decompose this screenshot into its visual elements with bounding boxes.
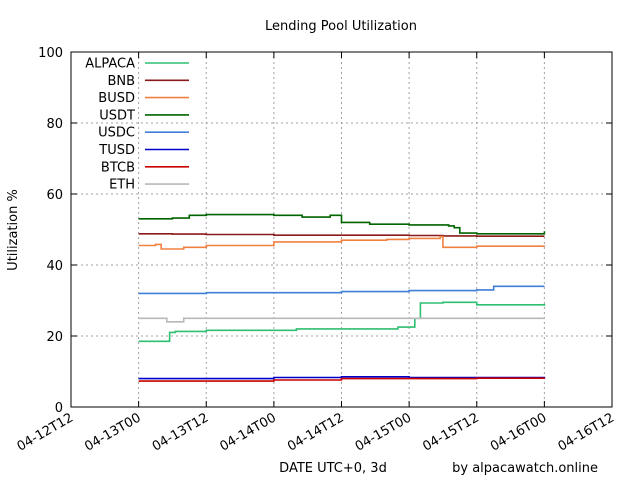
- x-tick-label: 04-14T00: [217, 410, 278, 454]
- series-line-alpaca: [138, 301, 546, 343]
- y-tick-label: 80: [46, 117, 63, 132]
- y-tick-label: 40: [46, 259, 63, 274]
- legend-label: BNB: [107, 74, 135, 89]
- x-tick-label: 04-16T00: [488, 410, 549, 454]
- series-line-busd: [138, 235, 546, 250]
- legend-label: BTCB: [101, 160, 135, 175]
- legend-label: TUSD: [98, 143, 135, 158]
- x-tick-label: 04-15T12: [420, 410, 481, 454]
- y-axis-label: Utilization %: [6, 189, 21, 271]
- series-line-usdc: [138, 285, 545, 295]
- legend-label: ALPACA: [85, 57, 135, 72]
- x-axis-label: DATE UTC+0, 3d: [279, 461, 387, 476]
- x-tick-label: 04-14T12: [285, 410, 346, 454]
- series-line-eth: [138, 317, 545, 323]
- y-tick-label: 100: [38, 46, 63, 61]
- y-tick-label: 20: [46, 330, 63, 345]
- x-tick-label: 04-16T12: [556, 410, 617, 454]
- series-line-bnb: [138, 233, 545, 237]
- x-tick-label: 04-13T12: [150, 410, 211, 454]
- x-tick-label: 04-15T00: [353, 410, 414, 454]
- chart-title: Lending Pool Utilization: [265, 19, 417, 34]
- legend-label: BUSD: [98, 91, 135, 106]
- y-tick-label: 60: [46, 188, 63, 203]
- legend: ALPACA BNB BUSD USDT USDC TUSD BTCB ETH: [85, 57, 189, 193]
- credit-label: by alpacawatch.online: [452, 461, 598, 476]
- legend-label: ETH: [109, 178, 135, 193]
- y-tick-label: 0: [55, 401, 63, 416]
- series-line-usdt: [138, 213, 546, 235]
- grid: [71, 52, 612, 407]
- legend-label: USDC: [98, 126, 135, 141]
- series-lines: [138, 213, 546, 382]
- x-tick-label: 04-12T12: [15, 410, 76, 454]
- x-tick-label: 04-13T00: [82, 410, 143, 454]
- series-line-btcb: [138, 377, 546, 382]
- legend-label: USDT: [99, 108, 135, 123]
